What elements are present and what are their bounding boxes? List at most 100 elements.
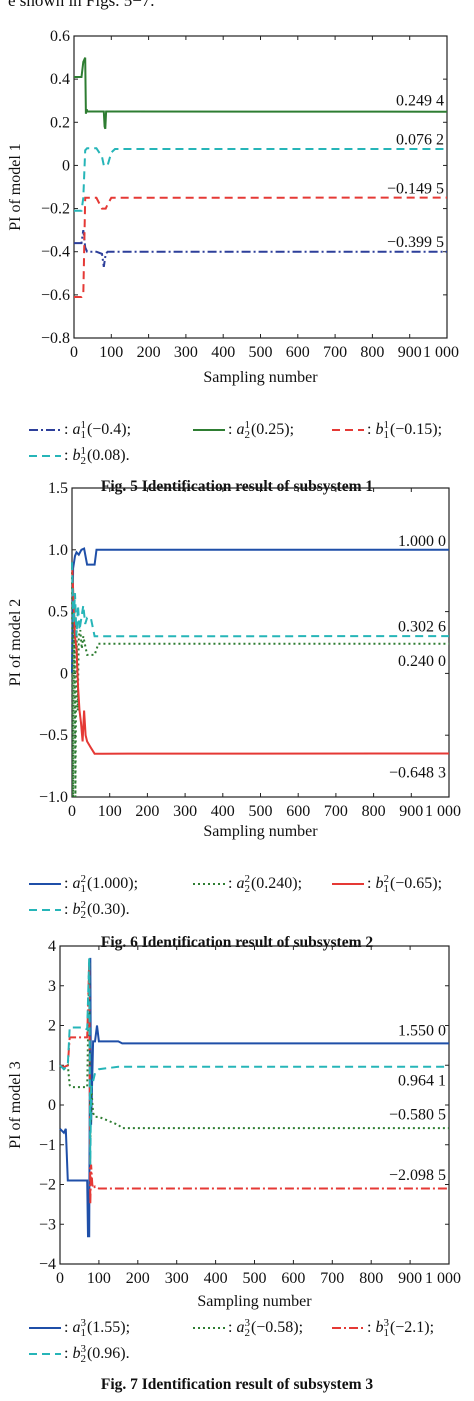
series-line-a1 (59, 957, 449, 1238)
legend-item-a2: : a 1 2 (0.25); (192, 420, 295, 441)
legend-subscript: 2 (244, 1327, 250, 1339)
legend-swatch (332, 1327, 364, 1329)
value-annotation: 0.240 0 (398, 653, 446, 670)
legend-value: (−0.58); (250, 1319, 304, 1336)
legend-item-a1: : a 2 1 (1.000); (28, 873, 138, 895)
x-tick-label: 600 (281, 1270, 305, 1287)
value-annotation: −2.098 5 (389, 1167, 446, 1184)
legend-colon: : (64, 1319, 73, 1336)
caption-figure-5: Fig. 5 Identification result of subsyste… (100, 478, 374, 495)
legend-subscript: 1 (80, 429, 86, 441)
legend-swatch (332, 883, 364, 885)
legend-item-b2: : b 3 2 (0.96). (28, 1344, 130, 1365)
legend-value: (1.55); (86, 1319, 131, 1336)
x-tick-label: 700 (324, 803, 348, 820)
x-tick-label: 800 (362, 803, 386, 820)
y-axis-label: PI of model 3 (7, 1061, 24, 1149)
value-annotation: 0.302 6 (398, 618, 446, 635)
legend-value: (0.08). (86, 447, 130, 464)
chart-figure-5: 0 100 200 300 400 500 600 700 800 900 1 000 0.6 0.4 0… (7, 28, 459, 386)
y-tick-label: −0.5 (39, 727, 68, 744)
legend-value: (−0.15); (389, 421, 443, 438)
x-tick-label: 700 (320, 1270, 344, 1287)
legend-symbol: a (72, 1319, 81, 1336)
x-tick-label: 700 (323, 344, 347, 361)
y-tick-label: −0.8 (41, 330, 70, 347)
value-annotation: −0.580 5 (389, 1107, 446, 1124)
legend-value: (0.25); (250, 421, 295, 438)
legend-symbol: b (375, 421, 384, 438)
legend-item-a1: : a 1 1 (−0.4); (28, 419, 131, 441)
legend-subscript: 2 (80, 1353, 86, 1365)
x-tick-label: 400 (211, 803, 235, 820)
legend-subscript: 2 (80, 909, 86, 921)
figure-5: 0 100 200 300 400 500 600 700 800 900 1 000 0.6 0.4 0… (0, 0, 474, 495)
value-annotation: 0.249 4 (396, 93, 444, 110)
legend-superscript: 1 (80, 445, 86, 457)
legend-superscript: 2 (80, 873, 86, 885)
x-tick-label: 0 (70, 344, 78, 361)
legend-swatch (332, 429, 364, 431)
y-tick-label: 0 (48, 1097, 56, 1114)
legend-value: (0.240); (250, 875, 303, 892)
series-line-a1 (71, 547, 449, 674)
x-tick-label: 0 (68, 803, 76, 820)
y-tick-label: −3 (39, 1216, 56, 1233)
legend-figure-6: : a 2 1 (1.000);: a 2 2 (0.240);: b 2 1 (−0.65);:… (0, 874, 474, 924)
legend-figure-7: : a 3 1 (1.55);: a 3 2 (−0.58);: b 3 1 (−2.1);: b… (0, 1318, 474, 1368)
legend-subscript: 1 (80, 1327, 86, 1339)
legend-swatch (193, 429, 225, 431)
x-tick-label: 800 (360, 344, 384, 361)
x-tick-label: 1 000 (425, 803, 461, 820)
legend-symbol: a (72, 875, 81, 892)
legend-swatch (193, 1327, 225, 1329)
legend-symbol: b (72, 901, 81, 918)
legend-item-b2: : b 2 2 (0.30). (28, 900, 130, 921)
x-tick-label: 900 (398, 1270, 422, 1287)
legend-symbol: a (72, 421, 81, 438)
y-tick-label: 1.5 (48, 480, 68, 497)
x-tick-label: 300 (165, 1270, 189, 1287)
x-tick-label: 900 (399, 803, 423, 820)
y-tick-label: −0.4 (41, 244, 70, 261)
series-line-b2 (71, 562, 450, 638)
legend-swatch (29, 1353, 61, 1355)
legend-item-b2: : b 1 2 (0.08). (28, 445, 130, 467)
y-tick-label: 3 (48, 978, 56, 995)
legend-superscript: 3 (244, 1317, 250, 1329)
y-tick-label: 0 (62, 157, 70, 174)
y-tick-label: 0.4 (50, 71, 70, 88)
legend-subscript: 2 (244, 883, 250, 895)
x-tick-label: 600 (286, 344, 310, 361)
x-tick-label: 500 (243, 1270, 267, 1287)
x-tick-label: 0 (56, 1270, 64, 1287)
legend-item-a2: : a 3 2 (−0.58); (192, 1317, 304, 1339)
legend-value: (0.30). (86, 901, 130, 918)
series-line-a2 (74, 57, 448, 130)
legend-superscript: 1 (80, 419, 86, 431)
x-tick-label: 300 (174, 344, 198, 361)
value-annotation: 1.550 0 (398, 1022, 446, 1039)
legend-swatch (193, 883, 225, 885)
series-line-b1 (71, 562, 450, 755)
x-tick-label: 900 (398, 344, 422, 361)
y-tick-label: 4 (48, 938, 56, 955)
y-axis-label: PI of model 2 (7, 599, 24, 687)
legend-superscript: 3 (80, 1317, 86, 1329)
y-tick-label: 2 (48, 1018, 56, 1035)
legend-value: (0.96). (86, 1345, 130, 1362)
legend-symbol: b (375, 875, 384, 892)
value-annotation: 0.076 2 (396, 132, 444, 149)
series-line-a2 (71, 562, 449, 798)
value-annotation: −0.399 5 (387, 234, 444, 251)
